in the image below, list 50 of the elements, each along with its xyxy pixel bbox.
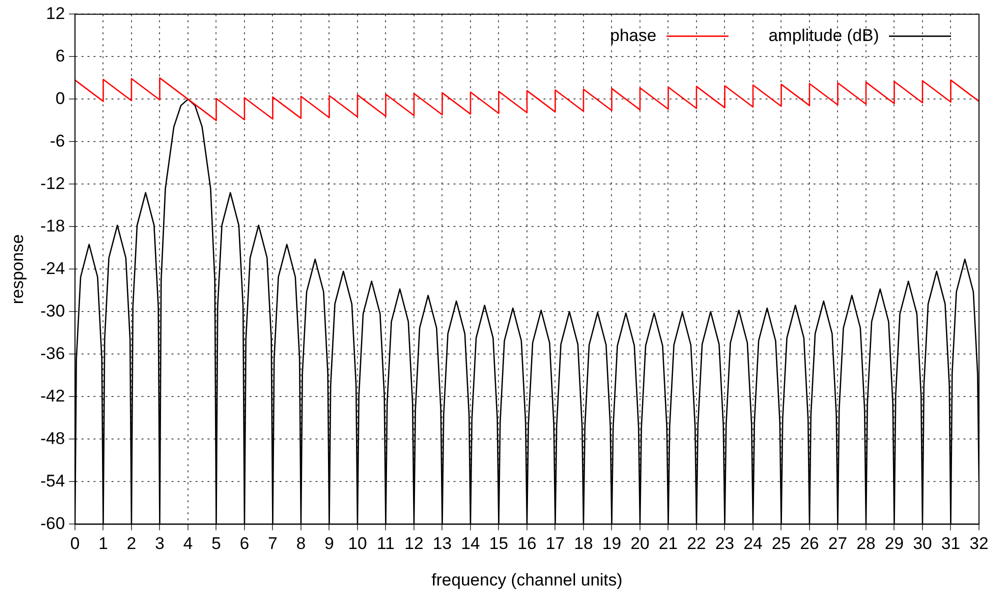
x-tick-label: 19 [602, 534, 622, 554]
x-tick-label: 0 [70, 534, 80, 554]
x-tick-label: 17 [546, 534, 565, 554]
x-tick-label: 3 [154, 534, 164, 554]
x-tick-label: 13 [432, 534, 452, 554]
x-tick-label: 24 [744, 534, 762, 554]
y-tick-label: -36 [40, 344, 65, 363]
x-tick-label: 28 [856, 534, 876, 554]
x-tick-label: 22 [687, 534, 706, 554]
y-tick-label: -18 [40, 216, 65, 236]
x-tick-label: 25 [772, 534, 791, 554]
x-tick-label: 29 [884, 534, 904, 554]
legend-label: phase [610, 26, 656, 45]
x-tick-label: 11 [376, 534, 395, 554]
x-tick-label: 18 [574, 534, 593, 554]
x-tick-label: 8 [296, 534, 306, 554]
legend-label: amplitude (dB) [768, 26, 880, 45]
x-tick-label: 14 [461, 534, 480, 554]
y-tick-label: -54 [40, 471, 65, 490]
y-tick-label: -48 [40, 428, 65, 448]
y-tick-label: 12 [46, 4, 65, 23]
x-tick-label: 31 [941, 534, 960, 554]
y-tick-label: -42 [40, 386, 65, 406]
x-tick-label: 1 [98, 534, 108, 554]
x-tick-label: 23 [715, 534, 734, 554]
x-tick-label: 7 [268, 534, 278, 554]
x-tick-label: 21 [658, 534, 678, 554]
y-tick-label: -24 [40, 258, 65, 278]
x-tick-label: 27 [828, 534, 848, 554]
y-tick-label: -30 [40, 301, 65, 320]
y-tick-label: 0 [56, 88, 65, 108]
x-tick-label: 5 [211, 534, 221, 554]
x-tick-label: 32 [970, 534, 988, 554]
y-tick-label: -60 [40, 514, 65, 533]
x-tick-label: 6 [240, 534, 250, 554]
x-tick-label: 26 [800, 534, 819, 554]
x-tick-label: 9 [324, 534, 334, 554]
x-tick-label: 4 [183, 534, 193, 554]
x-tick-label: 15 [489, 534, 508, 554]
x-tick-label: 16 [518, 534, 536, 554]
x-tick-label: 12 [404, 534, 424, 554]
x-tick-label: 30 [913, 534, 932, 554]
x-tick-label: 20 [630, 534, 650, 554]
y-axis-title: response [8, 234, 27, 304]
x-tick-label: 10 [348, 534, 367, 554]
y-tick-label: 6 [56, 46, 65, 66]
x-tick-label: 2 [126, 534, 136, 554]
y-tick-label: -12 [40, 174, 65, 193]
x-axis-title: frequency (channel units) [432, 570, 622, 590]
y-tick-label: -6 [50, 131, 65, 150]
